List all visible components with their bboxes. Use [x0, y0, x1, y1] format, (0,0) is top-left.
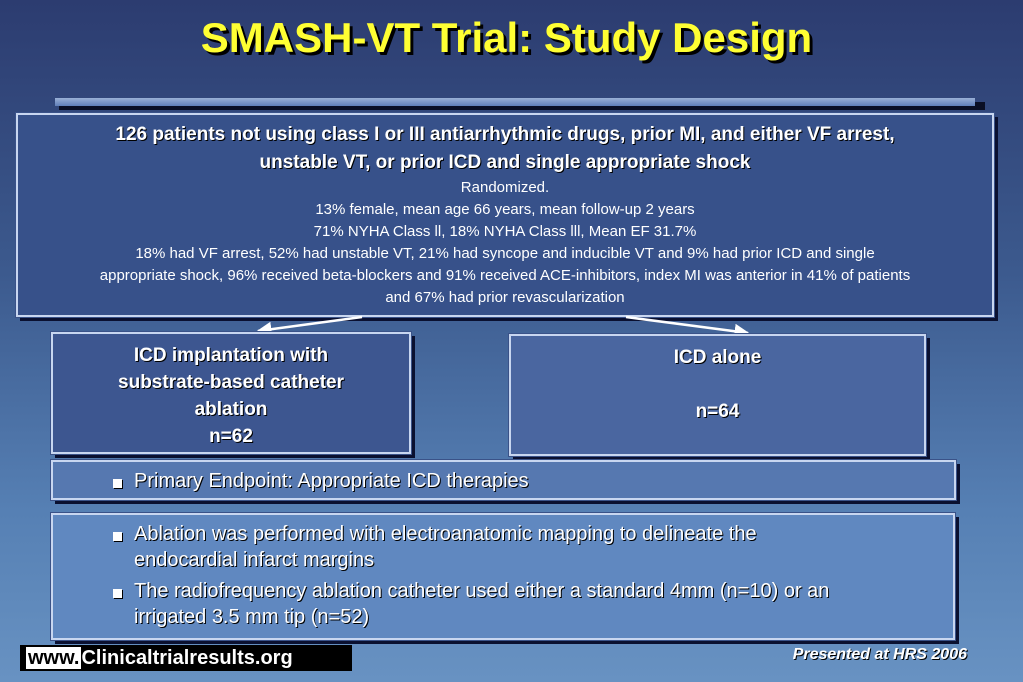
note-item: The radiofrequency ablation catheter use… [113, 578, 933, 630]
ablation-arm-label-1: ICD implantation with [133, 345, 329, 366]
ablation-arm-n: n=62 [209, 426, 253, 447]
title-underline-shadow [59, 102, 985, 110]
footer-url-domain: Clinicaltrialresults.org [81, 647, 293, 669]
demographics-text: 13% female, mean age 66 years, mean foll… [315, 201, 695, 218]
note-text-line: endocardial infarct margins [134, 549, 375, 571]
history-text-3: and 67% had prior revascularization [385, 289, 625, 306]
history-text-1: 18% had VF arrest, 52% had unstable VT, … [135, 245, 875, 262]
square-bullet-icon [113, 532, 122, 541]
title-underline-bar [55, 98, 975, 106]
ablation-arm-box: ICD implantation with substrate-based ca… [50, 331, 412, 455]
nyha-text: 71% NYHA Class ll, 18% NYHA Class lll, M… [313, 223, 697, 240]
icd-alone-label: ICD alone [673, 347, 762, 368]
arrow-left [256, 315, 363, 337]
icd-alone-spacer [511, 371, 924, 398]
ablation-arm-label-3: ablation [194, 399, 268, 420]
note-text-line: irrigated 3.5 mm tip (n=52) [134, 606, 370, 628]
endpoint-box: Primary Endpoint: Appropriate ICD therap… [50, 459, 957, 501]
endpoint-row: Primary Endpoint: Appropriate ICD therap… [113, 468, 954, 494]
footer-website-link[interactable]: www. Clinicaltrialresults.org [20, 645, 352, 671]
note-text-line: The radiofrequency ablation catheter use… [134, 580, 830, 602]
methods-notes-box: Ablation was performed with electroanato… [50, 512, 956, 641]
slide-title: SMASH-VT Trial: Study Design [200, 14, 813, 61]
footer-url-prefix: www. [26, 647, 82, 669]
square-bullet-icon [113, 479, 122, 488]
presented-at-text: Presented at HRS 2006 [792, 646, 967, 663]
randomized-text: Randomized. [460, 179, 550, 196]
ablation-arm-label-2: substrate-based catheter [118, 372, 344, 393]
icd-alone-n: n=64 [695, 401, 740, 422]
arrow-right [625, 315, 750, 339]
note-item: Ablation was performed with electroanato… [113, 521, 933, 573]
population-headline-1: 126 patients not using class I or III an… [115, 124, 895, 145]
endpoint-text: Primary Endpoint: Appropriate ICD therap… [134, 470, 529, 492]
history-text-2: appropriate shock, 96% received beta-blo… [99, 267, 911, 284]
population-headline-2: unstable VT, or prior ICD and single app… [259, 152, 751, 173]
note-text-line: Ablation was performed with electroanato… [134, 523, 757, 545]
population-box: 126 patients not using class I or III an… [15, 112, 995, 318]
square-bullet-icon [113, 589, 122, 598]
icd-alone-arm-box: ICD alone n=64 [508, 333, 927, 457]
